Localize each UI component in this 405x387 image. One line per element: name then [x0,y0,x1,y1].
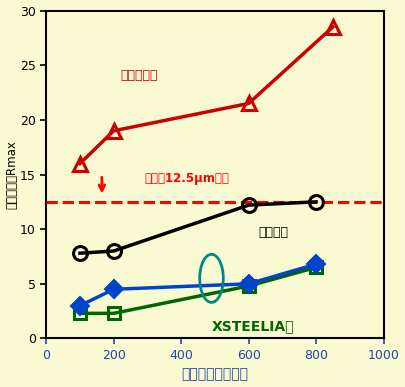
X-axis label: 切削サイクル　回: 切削サイクル 回 [181,367,248,382]
Text: 硫黄快削鉢: 硫黄快削鉢 [120,68,158,82]
Y-axis label: 表面粗さ　Rmax: 表面粗さ Rmax [6,140,19,209]
Text: XSTEELIA鉢: XSTEELIA鉢 [211,319,294,333]
Text: 鲛快削鉢: 鲛快削鉢 [259,226,289,239]
Text: スペド12.5μm以下: スペド12.5μm以下 [144,173,229,185]
